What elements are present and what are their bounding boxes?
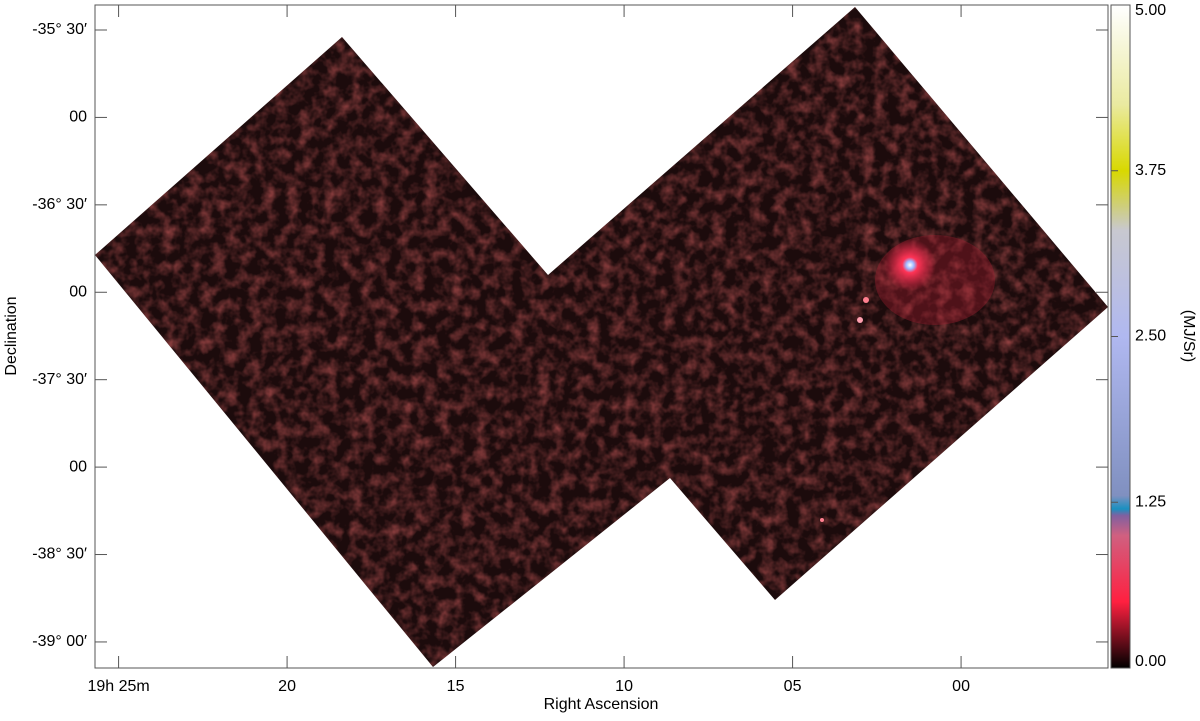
y-tick-label: 00 <box>69 458 87 475</box>
colorbar-label: (MJ/Sr) <box>1180 310 1197 362</box>
colorbar-tick-label: 2.50 <box>1135 328 1166 345</box>
x-tick-label: 15 <box>447 678 465 695</box>
y-tick-label: -37° 30′ <box>32 371 87 388</box>
y-tick-label: -35° 30′ <box>32 21 87 38</box>
x-tick-label: 19h 25m <box>87 678 149 695</box>
y-tick-label: 00 <box>69 283 87 300</box>
x-tick-label: 20 <box>278 678 296 695</box>
colorbar-tick-label: 0.00 <box>1135 653 1166 670</box>
y-tick-label: -38° 30′ <box>32 546 87 563</box>
x-axis-label: Right Ascension <box>544 696 659 713</box>
colorbar-tick-label: 5.00 <box>1135 2 1166 19</box>
x-tick-label: 00 <box>952 678 970 695</box>
colorbar-tick-label: 1.25 <box>1135 493 1166 510</box>
x-tick-label: 10 <box>615 678 633 695</box>
y-tick-label: 00 <box>69 109 87 126</box>
plot-frame <box>94 4 1109 669</box>
x-tick-label: 05 <box>784 678 802 695</box>
colorbar-tick-label: 3.75 <box>1135 162 1166 179</box>
y-tick-label: -39° 00′ <box>32 633 87 650</box>
y-tick-label: -36° 30′ <box>32 196 87 213</box>
y-axis-label: Declination <box>3 296 20 375</box>
sky-image <box>95 7 1108 667</box>
